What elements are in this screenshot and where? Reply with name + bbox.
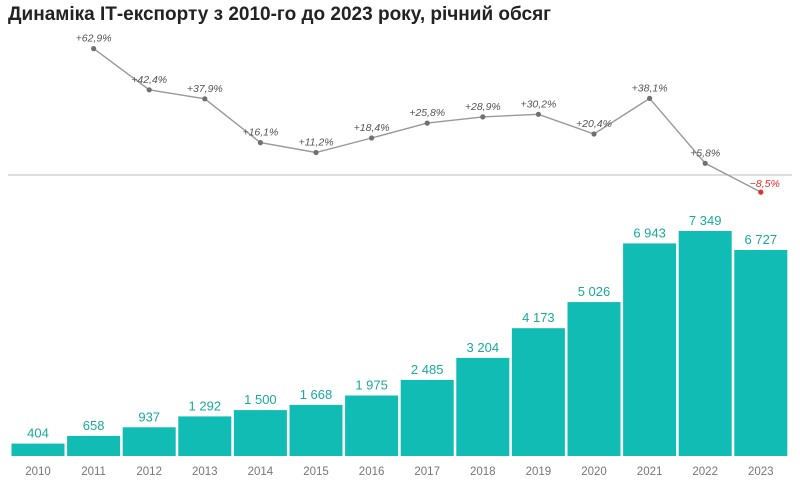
x-tick-label-2014: 2014 xyxy=(248,466,274,478)
growth-line xyxy=(93,48,762,193)
growth-point-2015 xyxy=(313,149,319,156)
growth-point-2011 xyxy=(91,46,97,52)
bar-value-label-2012: 937 xyxy=(138,409,160,424)
growth-point-2023 xyxy=(758,189,764,195)
bar-value-label-2011: 658 xyxy=(83,418,105,433)
x-tick-label-2013: 2013 xyxy=(192,466,218,478)
bar-value-label-2010: 404 xyxy=(27,426,49,441)
growth-label-2021: +38,1% xyxy=(632,82,668,94)
chart-title: Динаміка ІТ-експорту з 2010-го до 2023 р… xyxy=(8,4,552,25)
growth-point-2013 xyxy=(202,96,208,102)
bar-value-label-2016: 1 975 xyxy=(355,378,388,393)
growth-label-2018: +28,9% xyxy=(465,101,501,113)
growth-label-2022: +5,8% xyxy=(690,147,720,159)
bar-value-label-2018: 3 204 xyxy=(467,340,500,355)
growth-label-2016: +18,4% xyxy=(354,122,390,134)
x-tick-label-2011: 2011 xyxy=(81,466,106,478)
bar-2010 xyxy=(11,443,65,456)
growth-point-2020 xyxy=(591,131,597,137)
x-tick-label-2019: 2019 xyxy=(526,466,552,478)
x-tick-label-2020: 2020 xyxy=(581,466,607,478)
x-tick-label-2022: 2022 xyxy=(692,466,718,478)
growth-point-2018 xyxy=(480,114,486,120)
x-tick-label-2018: 2018 xyxy=(470,466,496,478)
bar-2013 xyxy=(178,416,232,456)
growth-label-2012: +42,4% xyxy=(131,74,167,86)
bar-value-label-2022: 7 349 xyxy=(689,213,722,228)
bar-2017 xyxy=(400,379,454,456)
bar-2014 xyxy=(233,410,287,456)
growth-point-2012 xyxy=(146,87,152,93)
bar-2022 xyxy=(678,231,732,456)
growth-label-2015: +11,2% xyxy=(298,137,333,149)
bar-value-label-2021: 6 943 xyxy=(633,225,666,240)
growth-label-2013: +37,9% xyxy=(187,83,223,95)
growth-point-2021 xyxy=(647,95,653,101)
bar-value-label-2020: 5 026 xyxy=(578,284,611,299)
bar-value-label-2014: 1 500 xyxy=(244,392,277,407)
growth-label-2011: +62,9% xyxy=(76,33,112,45)
x-tick-label-2021: 2021 xyxy=(637,466,663,478)
bar-2012 xyxy=(122,427,176,456)
bar-value-label-2013: 1 292 xyxy=(189,398,222,413)
bar-value-label-2023: 6 727 xyxy=(745,232,778,247)
growth-label-2017: +25,8% xyxy=(409,107,445,119)
growth-label-2023: −8,5% xyxy=(750,178,780,190)
bar-value-label-2019: 4 173 xyxy=(522,310,555,325)
x-tick-label-2015: 2015 xyxy=(303,466,329,478)
bar-2023 xyxy=(734,250,788,456)
bar-value-label-2015: 1 668 xyxy=(300,387,333,402)
growth-label-2014: +16,1% xyxy=(242,127,278,139)
bar-value-label-2017: 2 485 xyxy=(411,362,444,377)
x-tick-label-2012: 2012 xyxy=(136,466,162,478)
growth-point-2019 xyxy=(535,111,542,117)
bar-2019 xyxy=(511,328,565,456)
growth-point-2016 xyxy=(369,135,375,141)
growth-label-2020: +20,4% xyxy=(576,118,612,130)
bar-2021 xyxy=(623,243,677,456)
x-tick-label-2023: 2023 xyxy=(748,466,774,478)
x-tick-label-2016: 2016 xyxy=(359,466,385,478)
x-tick-label-2010: 2010 xyxy=(25,466,51,478)
growth-point-2014 xyxy=(257,140,263,146)
bar-2015 xyxy=(289,404,343,456)
bar-2011 xyxy=(67,435,121,456)
growth-point-2022 xyxy=(702,160,708,166)
bar-2018 xyxy=(456,357,510,456)
bar-2016 xyxy=(345,395,399,456)
growth-label-2019: +30,2% xyxy=(520,98,556,110)
growth-point-2017 xyxy=(424,120,430,126)
bar-2020 xyxy=(567,302,621,456)
x-tick-label-2017: 2017 xyxy=(414,466,440,478)
